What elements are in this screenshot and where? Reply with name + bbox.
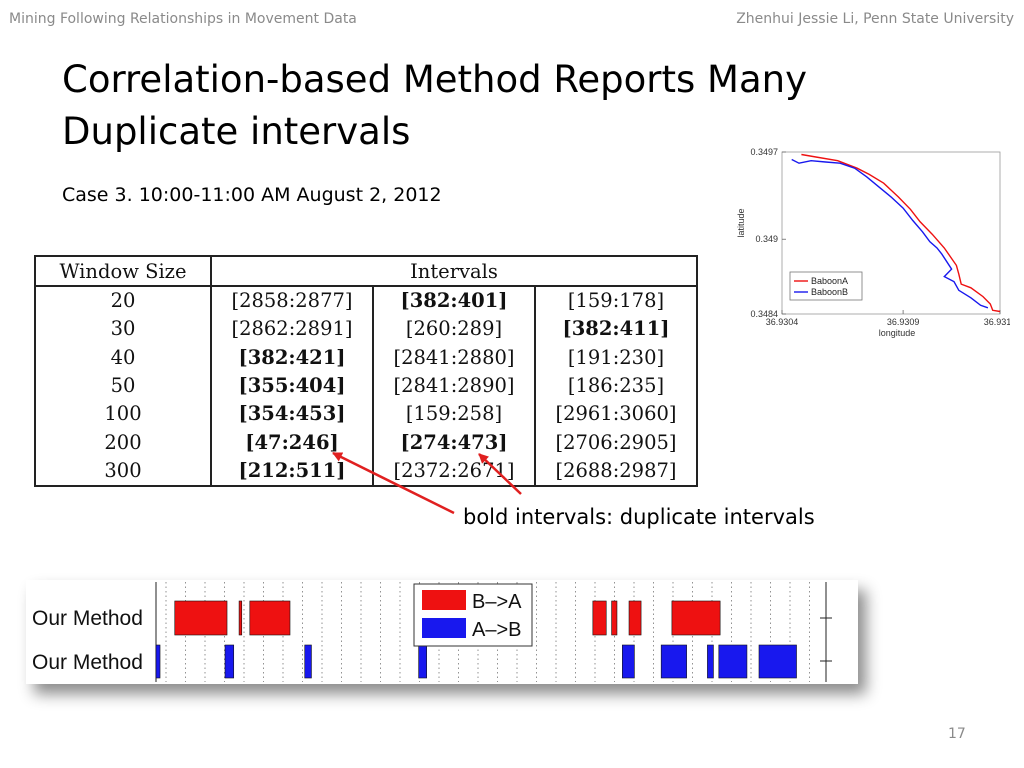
cell-interval-3: [382:411] <box>562 317 670 341</box>
table-header-row: Window Size Intervals <box>35 256 697 287</box>
cell-interval-2: [382:401] <box>373 286 536 316</box>
legend-swatch <box>422 590 466 610</box>
cell-interval-2: [159:258] <box>373 400 536 429</box>
page-number: 17 <box>948 726 966 742</box>
callout-arrow-1 <box>332 451 455 515</box>
table-row: 100 [354:453] [159:258] [2961:3060] <box>35 400 697 429</box>
x-tick-label: 36.9313 <box>984 317 1010 327</box>
callout-label: bold intervals: duplicate intervals <box>463 505 815 529</box>
interval-strip: Our Method Our Method B–>A A–>B <box>26 580 858 684</box>
cell-interval-2: [2841:2880] <box>373 343 536 372</box>
callout-arrow-2 <box>478 453 522 495</box>
series-line-baboonb <box>791 158 989 309</box>
header-intervals: Intervals <box>211 256 697 287</box>
y-tick-label: 0.349 <box>755 234 778 244</box>
interval-bar <box>628 600 642 636</box>
cell-window-size: 300 <box>35 456 212 487</box>
interval-bar <box>611 600 618 636</box>
cell-interval-2: [2841:2890] <box>373 371 536 401</box>
trajectory-plot: 0.3484 0.349 0.3497 36.9304 36.9309 36.9313 lo… <box>736 147 1010 338</box>
cell-interval-1: [354:453] <box>211 400 374 429</box>
legend-box <box>789 271 863 301</box>
interval-bar <box>671 600 721 636</box>
interval-bar <box>224 644 235 679</box>
legend-label: BaboonA <box>811 276 848 286</box>
legend-label: BaboonB <box>811 287 848 297</box>
x-tick-label: 36.9309 <box>887 317 920 327</box>
cell-interval-3: [191:230] <box>567 345 665 369</box>
cell-interval-3: [2688:2987] <box>555 458 677 482</box>
cell-interval-2: [274:473] <box>373 428 536 457</box>
x-tick-label: 36.9304 <box>766 317 799 327</box>
cell-window-size: 100 <box>35 400 212 429</box>
case-subtitle: Case 3. 10:00-11:00 AM August 2, 2012 <box>62 184 442 206</box>
cell-window-size: 30 <box>35 315 212 344</box>
interval-bar <box>592 600 607 636</box>
interval-bar <box>418 644 427 679</box>
cell-interval-2: [260:289] <box>373 315 536 344</box>
cell-interval-3: [2961:3060] <box>555 402 677 426</box>
series-line-baboona <box>801 153 1001 313</box>
interval-bar <box>707 644 714 679</box>
header-right-author: Zhenhui Jessie Li, Penn State University <box>736 11 1014 27</box>
cell-interval-2: [2372:2671] <box>373 456 536 487</box>
interval-bar <box>249 600 291 636</box>
legend-label: B–>A <box>472 591 522 613</box>
interval-bar <box>758 644 797 679</box>
x-axis-label: longitude <box>879 328 916 338</box>
header-left-title: Mining Following Relationships in Moveme… <box>9 11 357 27</box>
table-row: 40 [382:421] [2841:2880] [191:230] <box>35 343 697 372</box>
table-row: 50 [355:404] [2841:2890] [186:235] <box>35 371 697 401</box>
cell-interval-1: [2858:2877] <box>211 286 374 316</box>
cell-interval-1: [212:511] <box>211 456 374 487</box>
table-row: 30 [2862:2891] [260:289] [382:411] <box>35 315 697 344</box>
cell-interval-1: [382:421] <box>211 343 374 372</box>
cell-window-size: 50 <box>35 371 212 401</box>
y-tick-label: 0.3497 <box>750 147 778 157</box>
row-label: Our Method <box>32 607 143 630</box>
header-window-size: Window Size <box>35 256 212 287</box>
interval-bar <box>174 600 228 636</box>
cell-window-size: 200 <box>35 428 212 457</box>
row-label: Our Method <box>32 651 143 674</box>
interval-strip-panel: Our Method Our Method B–>A A–>B <box>26 580 858 684</box>
slide-title: Correlation-based Method Reports Many Du… <box>62 58 807 153</box>
cell-interval-3: [159:178] <box>567 289 665 313</box>
table-row: 200 [47:246] [274:473] [2706:2905] <box>35 428 697 457</box>
cell-window-size: 40 <box>35 343 212 372</box>
interval-table: Window Size Intervals 20 [2858:2877] [382:… <box>34 255 698 488</box>
interval-bar <box>622 644 635 679</box>
y-tick-label: 0.3484 <box>750 309 778 319</box>
cell-interval-1: [2862:2891] <box>211 315 374 344</box>
legend-label: A–>B <box>472 619 521 641</box>
interval-bar <box>718 644 748 679</box>
interval-bar <box>155 644 161 679</box>
cell-window-size: 20 <box>35 286 212 316</box>
cell-interval-1: [355:404] <box>211 371 374 401</box>
table-body: 20 [2858:2877] [382:401] [159:178] 30 [2862:2… <box>35 286 697 487</box>
table-row: 20 [2858:2877] [382:401] [159:178] <box>35 286 697 316</box>
cell-interval-3: [186:235] <box>567 374 665 398</box>
table-row: 300 [212:511] [2372:2671] [2688:2987] <box>35 456 697 487</box>
cell-interval-3: [2706:2905] <box>555 430 677 454</box>
y-axis-label: latitude <box>736 208 746 237</box>
cell-interval-1: [47:246] <box>211 428 374 457</box>
interval-bar <box>660 644 687 679</box>
interval-bar <box>304 644 312 679</box>
interval-bar <box>238 600 243 636</box>
legend-swatch <box>422 618 466 638</box>
